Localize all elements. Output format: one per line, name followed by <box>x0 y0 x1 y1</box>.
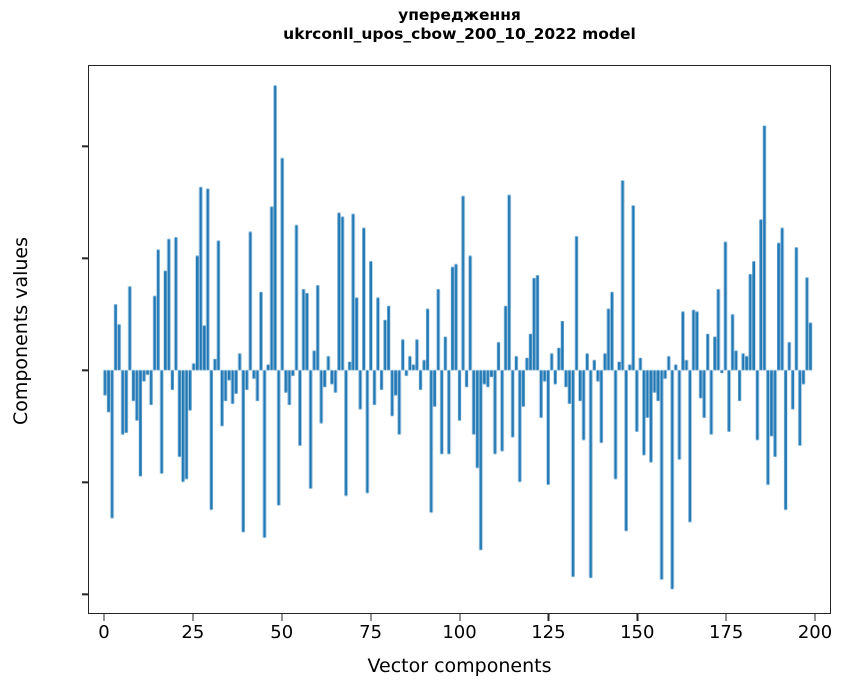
x-axis-tick-label: 175 <box>708 622 744 643</box>
y-axis-tick-mark <box>81 145 88 147</box>
bar-series-canvas <box>89 66 830 613</box>
y-axis-tick-mark <box>81 481 88 484</box>
x-axis-tick-label: 0 <box>98 622 110 643</box>
x-axis-tick-label: 50 <box>270 622 294 643</box>
x-axis-tick-mark <box>725 614 727 621</box>
x-axis-tick-label: 25 <box>181 622 205 643</box>
y-axis-tick-mark <box>81 369 88 371</box>
x-axis-tick-label: 100 <box>442 622 477 643</box>
x-axis-tick-mark <box>547 614 550 621</box>
chart-title-line-2: ukrconll_upos_cbow_200_10_2022 model <box>283 24 636 43</box>
y-axis-tick-mark <box>81 257 88 259</box>
chart-title: упередження ukrconll_upos_cbow_200_10_20… <box>88 6 831 44</box>
y-axis-label: Components values <box>10 236 32 426</box>
x-axis-tick-mark <box>814 614 816 621</box>
y-axis-tick-mark <box>81 593 88 596</box>
x-axis-tick-mark <box>103 614 105 621</box>
x-axis-tick-label: 75 <box>359 622 383 643</box>
x-axis-tick-mark <box>636 614 639 621</box>
x-axis-tick-label: 150 <box>620 622 655 643</box>
x-axis-tick-label: 200 <box>797 622 833 643</box>
x-axis-tick-mark <box>281 614 283 621</box>
chart-title-line-1: упередження <box>398 6 521 24</box>
x-axis-label: Vector components <box>367 655 552 677</box>
x-axis-tick-mark <box>459 614 461 621</box>
x-axis-tick-mark <box>370 614 372 621</box>
x-axis-tick-mark <box>192 614 194 621</box>
x-axis-tick-label: 125 <box>531 622 566 643</box>
plot-area <box>88 65 831 614</box>
